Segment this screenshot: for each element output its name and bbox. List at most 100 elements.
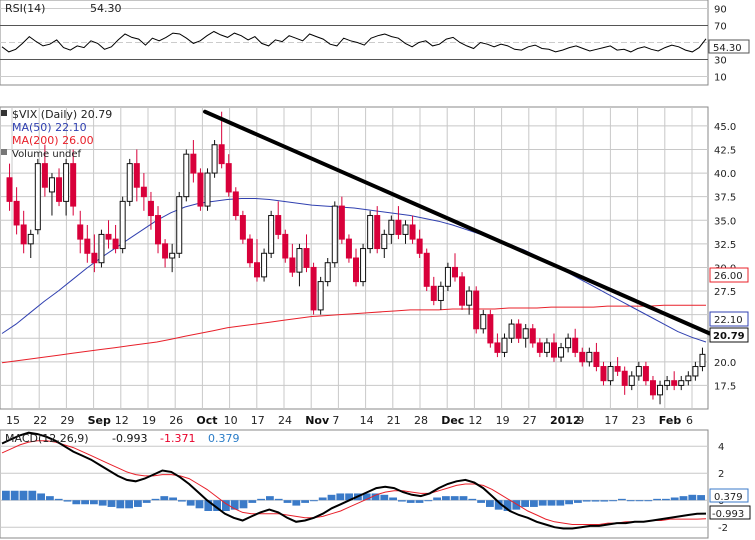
candle-body — [388, 219, 395, 235]
macd-hist-bar — [63, 500, 72, 502]
candle-body — [536, 342, 543, 353]
macd-badge-macd: -0.993 — [709, 505, 751, 520]
macd-hist-bar — [195, 500, 204, 509]
macd-hist-bar — [28, 490, 37, 501]
macd-tick-label: 4 — [718, 442, 724, 453]
candle-body — [657, 384, 664, 396]
candle-body — [147, 200, 154, 217]
candle-body — [508, 323, 515, 339]
candle-body — [239, 215, 246, 240]
x-axis-label: 14 — [360, 414, 374, 427]
svg-text:0.379: 0.379 — [714, 492, 743, 503]
candle-body — [155, 215, 162, 245]
candle-body — [303, 248, 310, 268]
candle-body — [558, 347, 565, 358]
candle-body — [126, 163, 133, 202]
macd-hist-bar — [582, 500, 591, 502]
price-tick-label: 27.5 — [714, 287, 736, 298]
x-axis-label: 29 — [60, 414, 74, 427]
macd-hist-bar — [477, 500, 485, 503]
candle-body — [282, 233, 289, 259]
candle-body — [487, 314, 494, 344]
macd-hist-bar — [494, 500, 503, 510]
macd-hist-bar — [2, 490, 10, 501]
macd-hist-bar — [283, 500, 292, 503]
resistance-trendline — [203, 109, 716, 338]
macd-hist-bar — [512, 500, 521, 510]
macd-hist-bar — [653, 498, 661, 501]
svg-text:20.79: 20.79 — [713, 331, 745, 342]
macd-hist-bar — [327, 494, 336, 501]
macd-signal-line — [1, 440, 707, 525]
x-axis-label: 6 — [686, 414, 693, 427]
macd-hist-bar — [398, 500, 406, 502]
candle-body — [409, 224, 416, 240]
candle-body — [529, 328, 536, 344]
candle-body — [317, 281, 324, 311]
macd-title: MACD(12,26,9) — [5, 432, 89, 445]
rsi-tick-label: 90 — [714, 5, 727, 16]
candle-body — [345, 238, 352, 259]
macd-hist-bar — [521, 500, 529, 507]
candle-body — [20, 224, 27, 245]
x-axis-label: Feb — [659, 414, 682, 427]
candle-body — [204, 172, 211, 207]
candle-body — [579, 351, 586, 363]
price-tick-label: 37.5 — [714, 193, 736, 204]
candle-body — [13, 200, 20, 226]
x-axis-label: 15 — [6, 414, 20, 427]
ma50-line — [1, 198, 707, 343]
macd-badge-hist: 0.379 — [709, 488, 749, 503]
price-badge-ma50: 22.10 — [709, 311, 749, 327]
macd-hist-bar — [248, 500, 257, 503]
macd-hist-bar — [54, 498, 63, 501]
price-tick-label: 35.0 — [714, 216, 736, 227]
x-axis-label: Dec — [441, 414, 464, 427]
x-axis-label: 9 — [577, 414, 584, 427]
candle-body — [671, 380, 678, 386]
candle-body — [190, 153, 197, 174]
macd-hist-bar — [433, 497, 441, 501]
macd-hist-bar — [362, 493, 371, 501]
legend-volume: Volume undef — [12, 149, 82, 160]
legend-vix: $VIX (Daily) 20.79 — [12, 108, 112, 121]
macd-hist-bar — [169, 497, 177, 501]
candle-body — [112, 238, 119, 250]
rsi-tick-label: 70 — [714, 22, 727, 33]
price-tick-label: 17.5 — [714, 381, 736, 392]
macd-hist-bar — [19, 490, 28, 501]
macd-frame — [0, 429, 709, 539]
macd-hist-bar — [609, 500, 617, 502]
candle-body — [423, 252, 430, 287]
candle-body — [621, 370, 628, 386]
price-tick-label: 42.5 — [714, 145, 736, 156]
candle-body — [225, 163, 232, 193]
macd-hist-value: 0.379 — [208, 432, 240, 445]
rsi-panel: 9070503010 RSI(14) 54.30 54.30 — [0, 0, 750, 86]
price-panel: 45.042.540.037.535.032.530.027.525.022.5… — [0, 106, 749, 427]
macd-hist-bar — [618, 498, 626, 501]
candle-body — [367, 215, 374, 250]
candle-body — [246, 238, 253, 264]
macd-hist-bar — [98, 500, 107, 506]
macd-hist-bar — [547, 500, 556, 506]
candle-body — [664, 380, 671, 386]
candle-body — [268, 215, 275, 254]
candle-body — [459, 276, 466, 306]
candle-body — [451, 266, 458, 278]
macd-hist-bar — [292, 500, 301, 506]
macd-value: -0.993 — [112, 432, 147, 445]
x-axis-label: Sep — [88, 414, 111, 427]
macd-hist-bar — [336, 493, 345, 501]
candle-body — [600, 366, 607, 382]
price-tick-label: 45.0 — [714, 122, 736, 133]
macd-hist-bar — [107, 500, 116, 507]
macd-hist-bar — [424, 500, 433, 502]
candle-body — [140, 186, 147, 198]
macd-tick-label: -2 — [718, 523, 728, 534]
candle-body — [331, 205, 338, 264]
macd-hist-bar — [486, 500, 494, 507]
macd-hist-bar — [239, 500, 248, 509]
candle-body — [678, 380, 685, 386]
